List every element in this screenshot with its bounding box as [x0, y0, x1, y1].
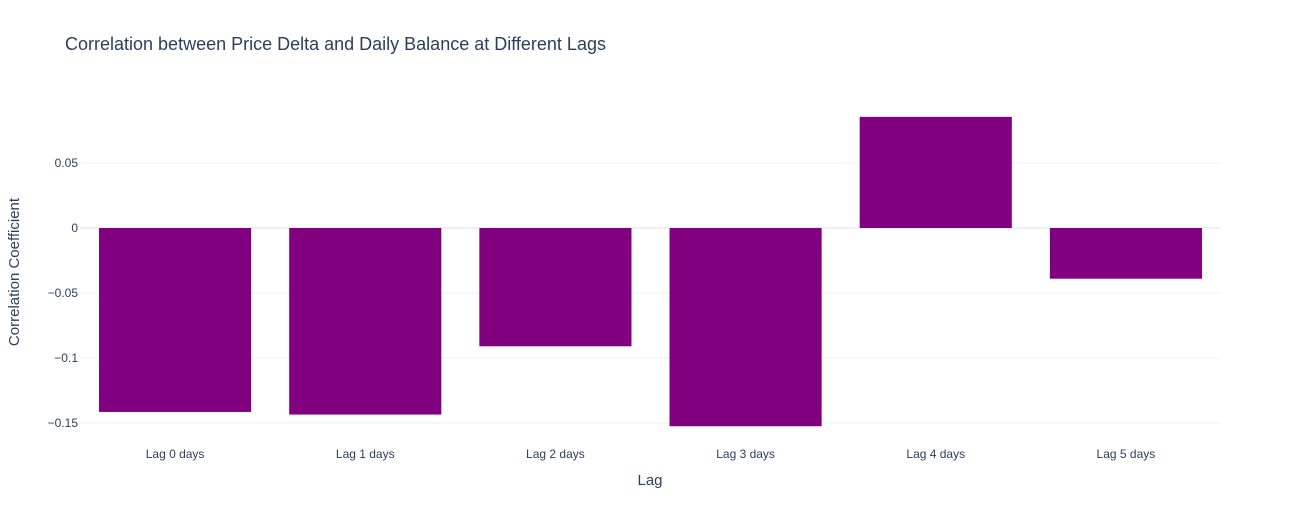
chart-title: Correlation between Price Delta and Dail… [65, 34, 606, 54]
bars [99, 116, 1202, 427]
y-tick-label: −0.05 [48, 286, 79, 300]
y-tick-label: −0.15 [48, 416, 79, 430]
x-tick-label: Lag 2 days [526, 447, 585, 461]
y-axis-title: Correlation Coefficient [6, 197, 23, 346]
x-tick-label: Lag 0 days [146, 447, 205, 461]
x-tick-label: Lag 1 days [336, 447, 395, 461]
y-tick-label: −0.1 [54, 351, 78, 365]
x-tick-label: Lag 4 days [906, 447, 965, 461]
x-tick-label: Lag 5 days [1097, 447, 1156, 461]
grid-lines [80, 162, 1221, 424]
bar-lag-3-days[interactable] [669, 228, 822, 427]
bar-lag-0-days[interactable] [99, 228, 252, 412]
bar-lag-1-days[interactable] [289, 228, 442, 415]
x-tick-label: Lag 3 days [716, 447, 775, 461]
y-tick-label: 0 [71, 221, 78, 235]
bar-lag-4-days[interactable] [859, 116, 1012, 228]
x-axis-title: Lag [637, 472, 662, 489]
bar-lag-2-days[interactable] [479, 228, 632, 347]
y-tick-label: 0.05 [55, 156, 79, 170]
x-axis-ticks: Lag 0 days Lag 1 days Lag 2 days Lag 3 days… [146, 447, 1156, 461]
bar-lag-5-days[interactable] [1049, 228, 1202, 279]
y-axis-ticks: 0.05 0 −0.05 −0.1 −0.15 [48, 156, 79, 430]
